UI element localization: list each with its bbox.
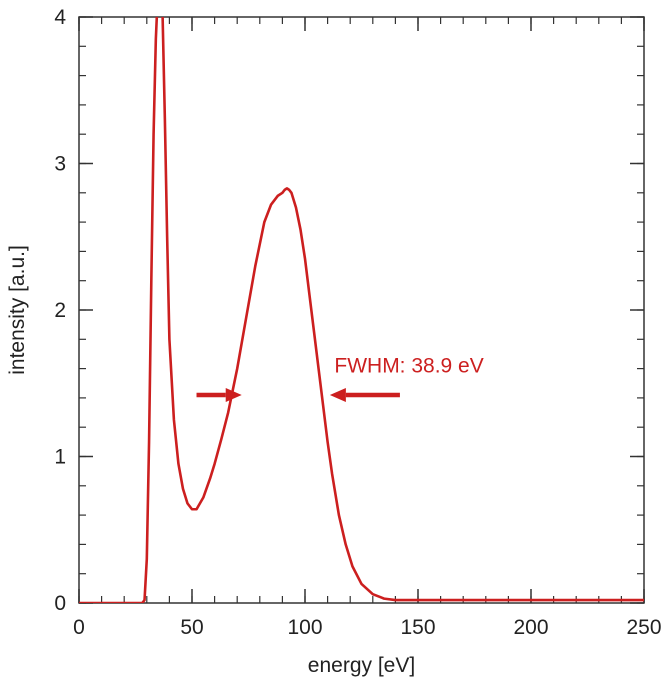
y-tick-label: 2	[54, 299, 66, 322]
series-line-intensity	[79, 17, 644, 603]
x-tick-label: 150	[400, 616, 435, 639]
y-tick-label: 0	[54, 592, 66, 615]
x-tick-label: 0	[73, 616, 85, 639]
x-tick-label: 50	[180, 616, 203, 639]
tick-labels: 0 50 100 150 200 250 0 1 2 3 4	[54, 6, 661, 639]
x-tick-label: 250	[626, 616, 661, 639]
y-tick-label: 1	[54, 446, 66, 469]
x-tick-label: 100	[287, 616, 322, 639]
x-tick-label: 200	[513, 616, 548, 639]
y-tick-label: 4	[54, 6, 66, 29]
fwhm-annotation-label: FWHM: 38.9 eV	[334, 355, 483, 378]
plot-frame	[78, 16, 645, 604]
annotations: FWHM: 38.9 eV	[196, 355, 484, 402]
fwhm-arrow-right	[329, 387, 400, 402]
x-axis-label: energy [eV]	[308, 654, 415, 677]
y-tick-label: 3	[54, 153, 66, 176]
y-axis-label: intensity [a.u.]	[6, 245, 29, 375]
fwhm-arrow-left	[196, 387, 242, 402]
